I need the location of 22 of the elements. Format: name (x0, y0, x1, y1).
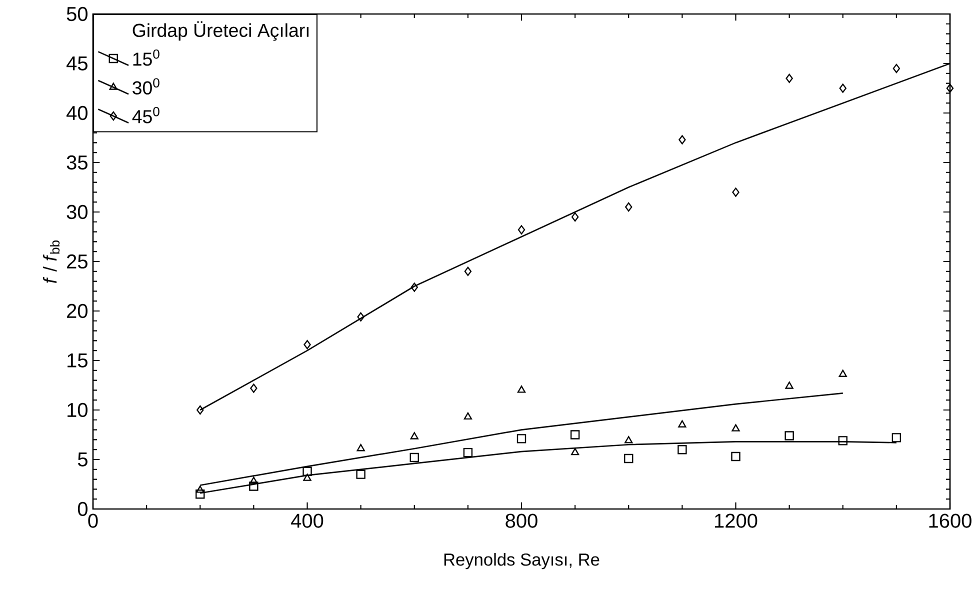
legend-label: 30$^{0}$ (132, 78, 160, 95)
y-tick-label: 25 (67, 254, 88, 269)
y-tick-label: 15 (68, 354, 88, 368)
y-tick-label: 45 (66, 56, 88, 70)
legend-label: 15$^{0}$ (133, 49, 160, 66)
y-tick-label: 40 (66, 106, 88, 120)
y-tick-label: 0 (78, 502, 88, 516)
legend-label: 45$^{0}$ (132, 107, 160, 124)
x-tick-label: 1200 (715, 514, 758, 528)
x-tick-label: 1600 (929, 514, 972, 528)
legend-title: Girdap Üreteci Açıları (132, 21, 308, 41)
y-tick-label: 35 (66, 155, 88, 170)
y-axis-title: f / f$_{bb}$ (43, 240, 60, 284)
x-axis-title: Reynolds Sayısı, Re (444, 553, 600, 570)
y-tick-label: 50 (66, 6, 88, 22)
x-tick-label: 400 (291, 514, 324, 528)
y-tick-label: 5 (78, 452, 88, 466)
x-tick-label: 0 (88, 514, 98, 528)
y-tick-label: 20 (67, 304, 88, 318)
x-tick-label: 800 (506, 514, 538, 528)
y-tick-label: 10 (68, 402, 88, 418)
y-tick-label: 30 (66, 204, 88, 220)
